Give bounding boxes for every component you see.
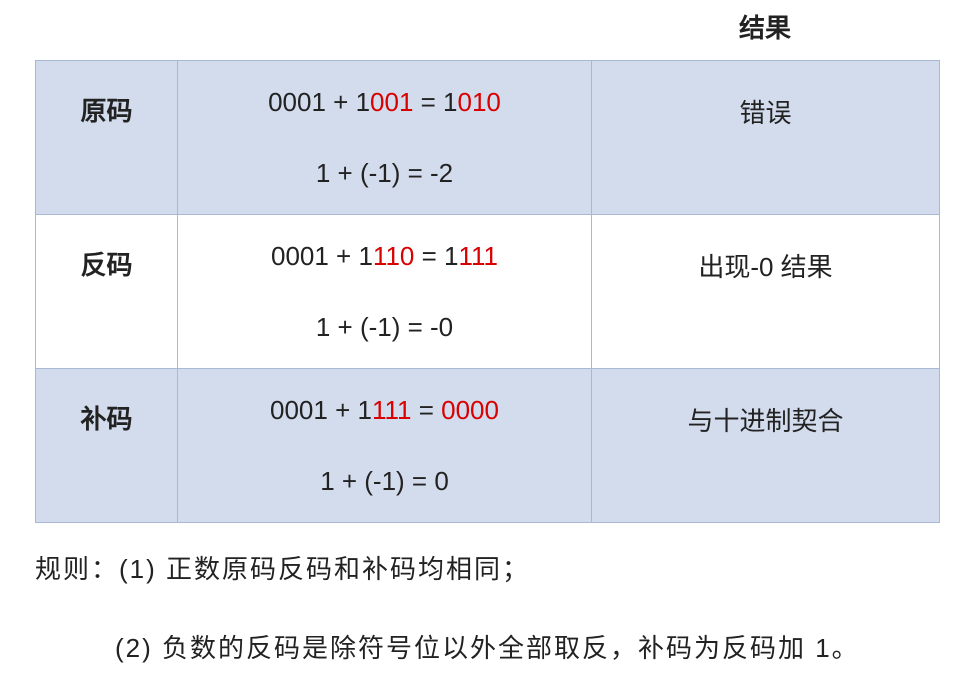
row-name: 原码	[36, 96, 177, 127]
expression-cell: 0001 + 1111 = 0000 1 + (-1) = 0	[178, 369, 592, 523]
binary-run: 0001 + 1	[268, 87, 370, 117]
decimal-expression: 1 + (-1) = -2	[316, 158, 453, 189]
page: 结果 原码0001 + 1001 = 10101 + (-1) = -2错误反码…	[0, 0, 971, 684]
binary-run: = 1	[414, 241, 458, 271]
encoding-table-body: 原码0001 + 1001 = 10101 + (-1) = -2错误反码000…	[36, 61, 940, 523]
table-header-row: 结果	[35, 0, 939, 60]
table-row: 原码 0001 + 1001 = 1010 1 + (-1) = -2 错误	[36, 61, 940, 215]
binary-expression: 0001 + 1110 = 1111	[271, 241, 498, 272]
expression-cell: 0001 + 1001 = 1010 1 + (-1) = -2	[178, 61, 592, 215]
row-name: 反码	[36, 250, 177, 281]
binary-expression: 0001 + 1001 = 1010	[268, 87, 501, 118]
rule-1: 规则：(1) 正数原码反码和补码均相同；	[35, 549, 971, 586]
binary-run-highlight: 010	[458, 87, 501, 117]
expression-cell: 0001 + 1110 = 1111 1 + (-1) = -0	[178, 215, 592, 369]
expression-stack: 0001 + 1001 = 1010 1 + (-1) = -2	[178, 87, 591, 189]
row-name: 补码	[36, 404, 177, 435]
binary-run: 0001 + 1	[270, 395, 372, 425]
result-text: 与十进制契合	[687, 401, 843, 438]
binary-run-highlight: 001	[370, 87, 413, 117]
binary-run: =	[411, 395, 441, 425]
header-col-result: 结果	[591, 8, 939, 45]
expression-stack: 0001 + 1111 = 0000 1 + (-1) = 0	[178, 395, 591, 497]
binary-run-highlight: 110	[373, 241, 414, 271]
decimal-expression: 1 + (-1) = 0	[320, 466, 449, 497]
binary-run: = 1	[413, 87, 457, 117]
rules-block: 规则：(1) 正数原码反码和补码均相同； (2) 负数的反码是除符号位以外全部取…	[35, 549, 971, 665]
row-name-cell: 补码	[36, 369, 178, 523]
expression-stack: 0001 + 1110 = 1111 1 + (-1) = -0	[178, 241, 591, 343]
decimal-expression: 1 + (-1) = -0	[316, 312, 453, 343]
row-name-cell: 原码	[36, 61, 178, 215]
result-cell: 与十进制契合	[592, 369, 940, 523]
rule-2: (2) 负数的反码是除符号位以外全部取反，补码为反码加 1。	[115, 628, 971, 665]
binary-run-highlight: 111	[372, 395, 412, 425]
table-row: 补码 0001 + 1111 = 0000 1 + (-1) = 0 与十进制契合	[36, 369, 940, 523]
result-text: 错误	[739, 93, 791, 130]
result-text: 出现-0 结果	[698, 247, 832, 284]
row-name-cell: 反码	[36, 215, 178, 369]
result-cell: 错误	[592, 61, 940, 215]
table-row: 反码 0001 + 1110 = 1111 1 + (-1) = -0 出现-0 结果	[36, 215, 940, 369]
encoding-table: 原码0001 + 1001 = 10101 + (-1) = -2错误反码000…	[35, 60, 940, 523]
binary-run-highlight: 0000	[441, 395, 499, 425]
binary-run-highlight: 111	[458, 241, 498, 271]
result-cell: 出现-0 结果	[592, 215, 940, 369]
binary-run: 0001 + 1	[271, 241, 373, 271]
binary-expression: 0001 + 1111 = 0000	[270, 395, 499, 426]
